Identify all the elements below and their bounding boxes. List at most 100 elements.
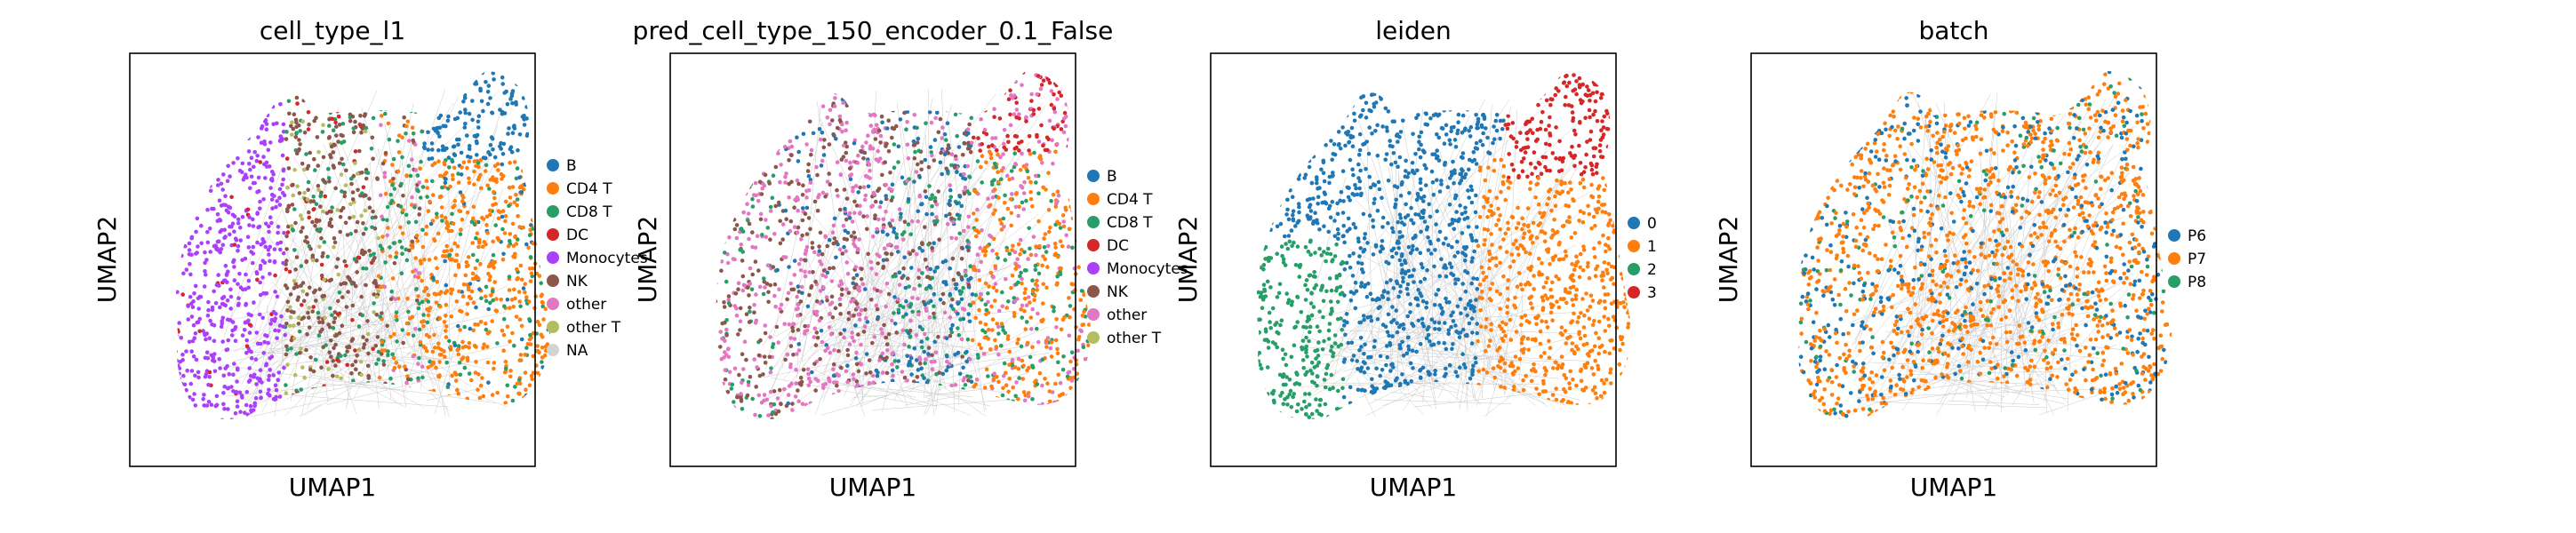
data-point — [1009, 223, 1013, 228]
data-point — [726, 198, 731, 203]
data-point — [750, 244, 755, 250]
data-point — [372, 292, 377, 297]
data-point — [508, 147, 513, 152]
data-point — [203, 374, 208, 379]
data-point — [503, 359, 508, 364]
data-point — [388, 297, 394, 302]
data-point — [997, 218, 1003, 222]
data-point — [221, 101, 227, 107]
data-point — [758, 338, 763, 343]
data-point — [785, 99, 790, 105]
data-point — [840, 287, 844, 292]
data-point — [175, 366, 178, 370]
data-point — [909, 266, 914, 270]
data-point — [417, 180, 422, 185]
data-point — [294, 95, 300, 100]
data-point — [737, 149, 741, 155]
connection-line — [361, 107, 436, 335]
data-point — [716, 281, 718, 286]
data-point — [724, 327, 729, 332]
data-point — [434, 292, 439, 297]
data-point — [350, 197, 356, 202]
data-point — [353, 161, 357, 166]
data-point — [277, 139, 283, 144]
data-point — [782, 97, 787, 102]
data-point — [295, 390, 300, 395]
data-point — [1079, 154, 1084, 158]
data-point — [930, 193, 934, 198]
data-point — [954, 156, 958, 162]
data-point — [452, 343, 458, 348]
data-point — [413, 416, 418, 419]
data-point — [959, 203, 964, 209]
data-point — [388, 245, 392, 250]
data-point — [966, 248, 971, 253]
data-point — [250, 115, 255, 120]
data-point — [188, 294, 193, 299]
data-point — [804, 205, 810, 211]
data-point — [539, 203, 543, 208]
data-point — [418, 166, 422, 171]
data-point — [842, 76, 847, 81]
data-point — [491, 175, 495, 179]
data-point — [880, 229, 885, 235]
data-point — [827, 171, 831, 176]
data-point — [340, 74, 344, 79]
data-point — [458, 110, 462, 115]
data-point — [973, 292, 979, 298]
data-point — [199, 223, 204, 228]
data-point — [796, 149, 801, 155]
data-point — [301, 315, 306, 320]
data-point — [1041, 301, 1045, 306]
data-point — [1068, 386, 1073, 391]
connection-line — [842, 310, 924, 386]
data-point — [240, 333, 245, 338]
data-point — [367, 99, 372, 104]
data-point — [400, 251, 404, 257]
data-point — [430, 275, 436, 280]
data-point — [719, 415, 724, 419]
data-point — [1005, 133, 1010, 139]
data-point — [250, 85, 255, 90]
data-point — [260, 315, 265, 321]
data-point — [728, 150, 733, 155]
data-point — [969, 379, 974, 385]
data-point — [796, 181, 801, 187]
data-point — [732, 257, 737, 262]
data-point — [492, 259, 497, 265]
data-point — [340, 93, 346, 98]
data-point — [289, 123, 293, 129]
data-point — [734, 94, 739, 99]
data-point — [206, 299, 211, 305]
data-point — [892, 101, 898, 107]
data-point — [286, 224, 291, 229]
data-point — [752, 303, 756, 307]
data-point — [975, 252, 980, 257]
connection-line — [282, 343, 405, 408]
data-point — [289, 224, 294, 228]
data-point — [780, 237, 785, 242]
data-point — [272, 259, 277, 264]
data-point — [196, 370, 201, 375]
data-point — [429, 418, 435, 419]
data-point — [429, 156, 435, 161]
data-point — [463, 122, 468, 126]
data-point — [917, 194, 923, 199]
data-point — [223, 366, 228, 370]
data-point — [263, 118, 268, 123]
data-point — [972, 135, 976, 140]
data-point — [1055, 141, 1060, 147]
data-point — [923, 302, 927, 307]
data-point — [551, 107, 556, 112]
data-point — [704, 165, 708, 170]
data-point — [256, 175, 261, 180]
data-point — [474, 235, 478, 241]
data-point — [724, 150, 729, 155]
data-point — [519, 323, 524, 329]
data-point — [986, 299, 990, 305]
data-point — [985, 414, 989, 419]
data-point — [395, 78, 400, 84]
data-point — [287, 111, 292, 116]
data-point — [529, 373, 534, 378]
